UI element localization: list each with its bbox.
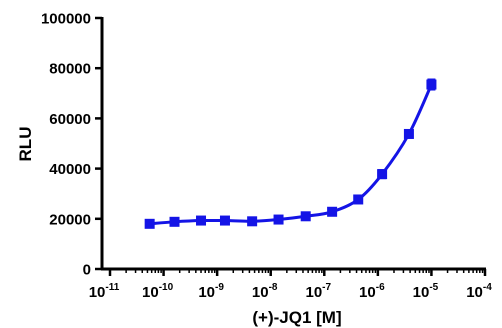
x-tick-base: 10 <box>252 284 269 301</box>
data-point <box>273 214 284 225</box>
x-tick-label: 10-4 <box>466 282 492 301</box>
data-point <box>169 216 180 227</box>
x-tick-label: 10-11 <box>89 282 120 301</box>
x-tick-base: 10 <box>359 284 376 301</box>
x-tick-label: 10-6 <box>359 282 385 301</box>
y-tick-label: 100000 <box>41 11 91 28</box>
data-point <box>403 128 414 139</box>
fit-curve <box>149 83 433 226</box>
x-tick-exponent: -10 <box>159 282 174 293</box>
x-tick-label: 10-9 <box>198 282 224 301</box>
y-tick-label: 60000 <box>49 111 91 128</box>
data-point <box>426 79 437 90</box>
x-tick-exponent: -5 <box>429 282 438 293</box>
y-tick-label: 40000 <box>49 161 91 178</box>
x-tick-label: 10-8 <box>252 282 278 301</box>
x-tick-label: 10-5 <box>413 282 439 301</box>
x-tick-label: 10-7 <box>305 282 331 301</box>
x-tick-base: 10 <box>466 284 483 301</box>
x-tick-exponent: -4 <box>483 282 492 293</box>
x-tick-exponent: -9 <box>215 282 224 293</box>
y-axis: 0 20000 40000 60000 80000 100000 <box>41 11 104 279</box>
x-tick-exponent: -8 <box>269 282 278 293</box>
x-tick-base: 10 <box>305 284 322 301</box>
x-tick-exponent: -6 <box>376 282 385 293</box>
fit-curve-layer <box>149 83 433 226</box>
x-tick-label: 10-10 <box>142 282 174 301</box>
y-tick-label: 0 <box>83 262 91 279</box>
x-tick-exponent: -7 <box>322 282 331 293</box>
y-tick-label: 80000 <box>49 61 91 78</box>
x-tick-exponent: -11 <box>105 282 119 293</box>
x-tick-base: 10 <box>413 284 430 301</box>
x-axis: 10-11 10-10 10-9 10-8 10-7 10-6 10-5 10-4 <box>89 267 492 301</box>
y-axis-title: RLU <box>16 127 35 162</box>
data-points-layer <box>144 78 437 229</box>
x-tick-base: 10 <box>142 284 159 301</box>
data-point <box>327 206 338 217</box>
data-point <box>353 194 364 205</box>
data-point <box>144 218 155 229</box>
data-point <box>196 215 207 226</box>
x-axis-title: (+)-JQ1 [M] <box>252 308 341 327</box>
data-point <box>377 169 388 180</box>
data-point <box>300 211 311 222</box>
x-tick-base: 10 <box>89 284 106 301</box>
data-point <box>247 216 258 227</box>
data-point <box>219 215 230 226</box>
x-tick-base: 10 <box>198 284 215 301</box>
y-tick-label: 20000 <box>49 211 91 228</box>
